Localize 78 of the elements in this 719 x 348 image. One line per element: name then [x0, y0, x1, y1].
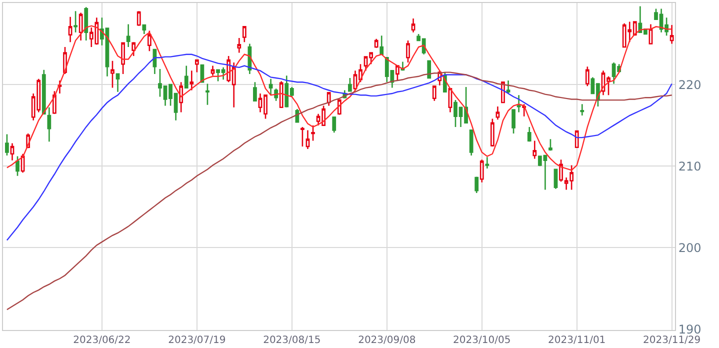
- candlestick: [295, 108, 300, 123]
- candlestick: [84, 6, 88, 42]
- candlestick: [74, 10, 78, 34]
- candlestick: [348, 77, 352, 92]
- x-tick-label: 2023/08/15: [263, 335, 321, 346]
- candlestick: [374, 38, 378, 48]
- candlestick: [279, 80, 284, 108]
- candlestick: [496, 106, 500, 120]
- candlestick: [527, 126, 532, 142]
- x-tick-label: 2023/11/29: [643, 335, 701, 346]
- candlestick: [406, 40, 410, 64]
- candlestick: [16, 156, 20, 177]
- candlestick: [332, 116, 336, 134]
- candlestick: [469, 130, 474, 156]
- candlestick: [47, 106, 52, 142]
- candlestick: [474, 176, 479, 194]
- candlestick: [512, 109, 516, 134]
- candlestick: [52, 90, 56, 115]
- candlestick: [116, 73, 120, 93]
- candlestick: [300, 126, 304, 148]
- candlestick: [132, 41, 136, 57]
- x-tick-label: 2023/09/08: [358, 335, 416, 346]
- y-tick-label: 200: [678, 240, 702, 255]
- candlestick: [554, 168, 558, 190]
- candlestick: [411, 18, 416, 34]
- candlestick: [242, 26, 246, 43]
- candlestick: [152, 48, 157, 75]
- candlestick: [432, 86, 436, 102]
- candlestick: [490, 118, 494, 148]
- candlestick: [194, 59, 199, 73]
- candlestick: [326, 92, 331, 106]
- candlestick: [126, 24, 130, 48]
- candlestick: [237, 37, 242, 54]
- candlestick: [532, 140, 537, 160]
- candlestick: [253, 81, 257, 102]
- candlestick: [136, 10, 141, 26]
- candlestick: [206, 83, 210, 106]
- x-tick-label: 2023/11/01: [548, 335, 606, 346]
- candlestick: [480, 158, 484, 184]
- candlestick: [311, 124, 315, 142]
- x-tick-label: 2023/06/22: [73, 335, 131, 346]
- line-series: [6, 54, 672, 241]
- line-series: [6, 72, 672, 310]
- candlestick: [574, 130, 579, 148]
- candlestick: [648, 24, 653, 44]
- y-tick-label: 190: [678, 322, 702, 336]
- y-tick-label: 220: [678, 78, 702, 92]
- candlestick: [142, 24, 146, 35]
- candlestick: [580, 103, 584, 116]
- candlestick: [110, 60, 114, 88]
- candlestick: [78, 12, 83, 42]
- y-tick-label: 210: [678, 159, 702, 174]
- candlestick: [5, 134, 9, 156]
- candlestick: [516, 94, 521, 113]
- candlestick: [548, 138, 552, 152]
- line-series: [6, 25, 672, 171]
- candlestick: [506, 80, 510, 94]
- candlestick: [585, 66, 590, 87]
- candlestick: [68, 16, 72, 43]
- candlestick: [184, 65, 188, 88]
- candlestick: [485, 156, 490, 170]
- candlestick: [10, 142, 14, 162]
- candlestick: [306, 130, 310, 150]
- x-tick-label: 2023/07/19: [168, 335, 226, 346]
- candlestick: [42, 69, 46, 115]
- candlestick: [210, 65, 215, 76]
- candlestick: [147, 30, 152, 52]
- candlestick: [268, 78, 273, 96]
- candlestick: [121, 42, 125, 75]
- candlestick: [522, 103, 526, 117]
- candlestick: [670, 24, 674, 44]
- candlestick: [190, 70, 194, 91]
- candlestick: [179, 81, 184, 113]
- x-tick-label: 2023/10/05: [453, 335, 511, 346]
- candlestick: [380, 34, 384, 56]
- candlestick: [58, 80, 62, 94]
- candlestick: [396, 65, 400, 82]
- candlestick: [427, 60, 432, 79]
